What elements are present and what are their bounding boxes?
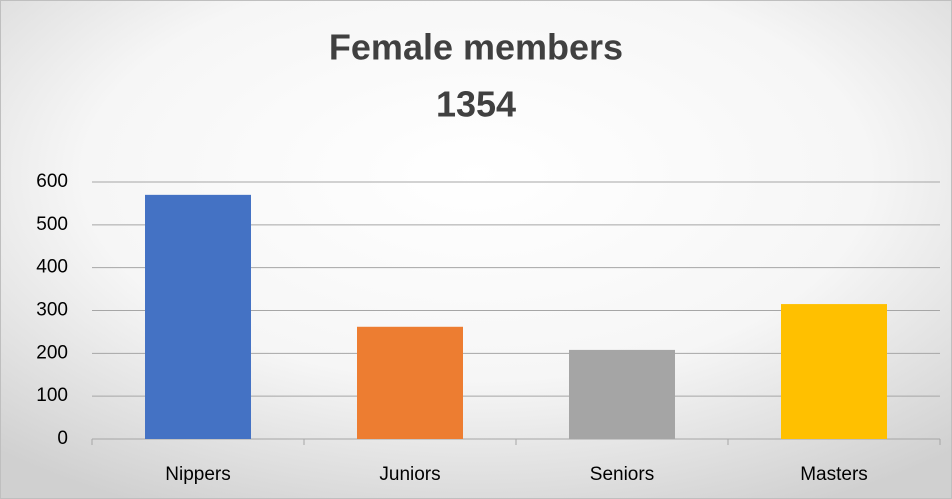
chart-title: Female members [329, 27, 623, 68]
x-tick-label: Juniors [379, 464, 440, 485]
y-tick-label: 500 [36, 214, 68, 235]
y-tick-label: 100 [36, 385, 68, 406]
y-tick-label: 400 [36, 257, 68, 278]
x-tick-label: Seniors [590, 464, 654, 485]
bar [569, 349, 675, 439]
y-tick-label: 200 [36, 342, 68, 363]
y-tick-label: 300 [36, 300, 68, 321]
x-tick-label: Masters [800, 464, 868, 485]
bar [145, 194, 251, 439]
y-tick-label: 600 [36, 171, 68, 192]
x-tick-label: Nippers [165, 464, 230, 485]
bar [781, 304, 887, 439]
chart-subtitle: 1354 [436, 84, 516, 125]
y-tick-label: 0 [57, 428, 68, 449]
bar [357, 326, 463, 439]
